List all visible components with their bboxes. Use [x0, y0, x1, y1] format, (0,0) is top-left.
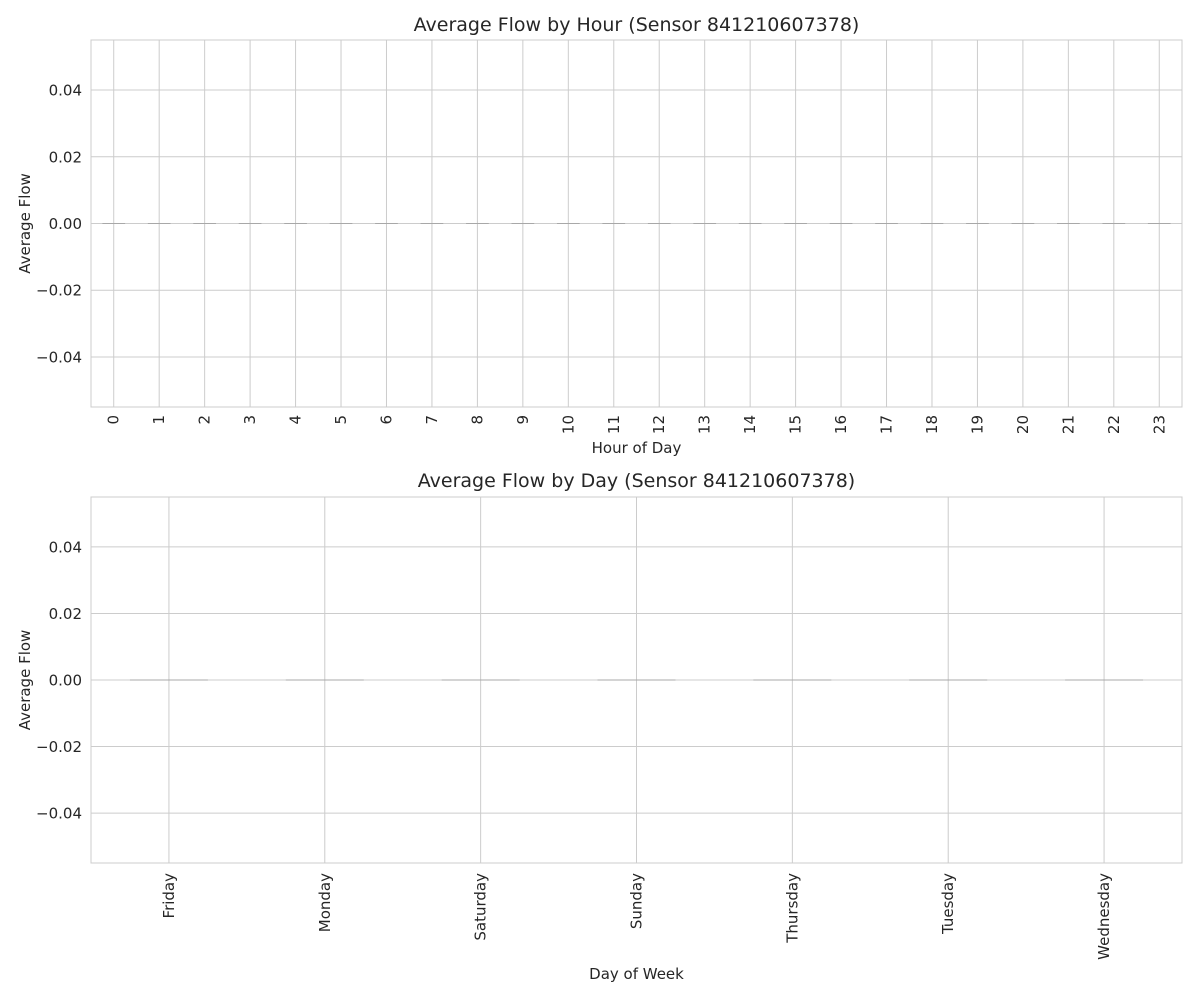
hourly-bar-5 — [329, 223, 353, 224]
hourly-x-tick-label: 11 — [605, 415, 623, 434]
hourly-chart-title: Average Flow by Hour (Sensor 84121060737… — [414, 14, 860, 36]
hourly-x-tick-label: 18 — [923, 415, 941, 434]
hourly-bar-22 — [1102, 223, 1126, 224]
hourly-x-tick-label: 14 — [741, 415, 759, 434]
hourly-y-ticks: −0.04 −0.02 0.00 0.02 0.04 — [36, 82, 82, 367]
hourly-bar-13 — [693, 223, 717, 224]
hourly-bar-16 — [829, 223, 853, 224]
hourly-x-tick-label: 7 — [423, 415, 441, 425]
hourly-bar-10 — [556, 223, 580, 224]
daily-bar-friday — [129, 679, 208, 681]
hourly-y-tick-label: 0.02 — [49, 148, 82, 166]
hourly-y-tick-label: 0.04 — [49, 82, 82, 100]
daily-y-tick-label: 0.04 — [49, 538, 82, 556]
hourly-bar-3 — [238, 223, 262, 224]
hourly-x-tick-label: 6 — [377, 415, 395, 425]
daily-y-tick-label: −0.04 — [36, 805, 82, 823]
hourly-x-tick-label: 23 — [1150, 415, 1168, 434]
daily-x-tick-label: Tuesday — [939, 873, 957, 935]
hourly-x-tick-label: 9 — [514, 415, 532, 425]
hourly-x-tick-label: 15 — [787, 415, 805, 434]
hourly-x-tick-label: 0 — [105, 415, 123, 425]
daily-x-tick-label: Sunday — [628, 873, 646, 929]
daily-y-ticks: −0.04 −0.02 0.00 0.02 0.04 — [36, 538, 82, 822]
hourly-bar-8 — [466, 223, 489, 224]
daily-bar-sunday — [597, 679, 676, 681]
daily-x-tick-label: Thursday — [783, 873, 801, 944]
hourly-x-tick-label: 13 — [696, 415, 714, 434]
daily-bar-monday — [285, 679, 364, 681]
daily-x-tick-label: Friday — [160, 873, 178, 919]
hourly-flow-chart: −0.04−0.020.000.020.04 0 1 2 3 4 5 6 7 8 9 10 11 12 1… — [16, 14, 1183, 457]
hourly-bar-15 — [784, 223, 807, 224]
hourly-bar-14 — [738, 223, 762, 224]
hourly-bar-21 — [1056, 223, 1080, 224]
daily-bar-tuesday — [909, 679, 988, 681]
daily-bar-thursday — [753, 679, 832, 681]
hourly-bar-11 — [602, 223, 626, 224]
hourly-bar-9 — [511, 223, 535, 224]
hourly-bar-4 — [284, 223, 307, 224]
hourly-y-tick-label: 0.00 — [49, 215, 82, 233]
daily-y-tick-label: 0.00 — [49, 672, 82, 690]
hourly-x-tick-label: 12 — [650, 415, 668, 434]
hourly-x-tick-label: 4 — [287, 415, 305, 425]
hourly-x-tick-label: 16 — [832, 415, 850, 434]
daily-y-tick-label: −0.02 — [36, 738, 82, 756]
daily-bars — [129, 679, 1144, 681]
hourly-bar-0 — [102, 223, 126, 224]
hourly-x-tick-label: 22 — [1105, 415, 1123, 434]
hourly-x-axis-label: Hour of Day — [592, 439, 682, 457]
hourly-x-tick-label: 3 — [241, 415, 259, 425]
daily-flow-chart: −0.04 −0.02 0.00 0.02 0.04 Friday Monday Satur… — [16, 470, 1183, 983]
daily-chart-title: Average Flow by Day (Sensor 841210607378… — [418, 470, 855, 492]
hourly-y-tick-label: −0.02 — [36, 282, 82, 300]
hourly-x-tick-label: 21 — [1059, 415, 1077, 434]
daily-plot-frame — [90, 496, 1183, 864]
hourly-x-tick-label: 20 — [1014, 415, 1032, 434]
daily-x-ticks: Friday Monday Saturday Sunday Thursday Tuesda… — [160, 873, 1113, 960]
hourly-y-tick-label: −0.04 — [36, 348, 82, 366]
hourly-bars — [102, 223, 1171, 224]
hourly-plot-frame — [90, 39, 1183, 408]
hourly-x-tick-label: 8 — [468, 415, 486, 425]
hourly-x-tick-label: 10 — [559, 415, 577, 434]
hourly-bar-6 — [375, 223, 398, 224]
hourly-x-tick-label: 5 — [332, 415, 350, 425]
hourly-bar-2 — [193, 223, 217, 224]
daily-x-tick-label: Saturday — [472, 873, 490, 941]
hourly-bar-18 — [920, 223, 944, 224]
hourly-x-tick-label: 19 — [968, 415, 986, 434]
hourly-bar-20 — [1011, 223, 1035, 224]
daily-bar-saturday — [441, 679, 520, 681]
daily-x-tick-label: Wednesday — [1095, 873, 1113, 960]
hourly-x-tick-label: 17 — [878, 415, 896, 434]
hourly-bar-17 — [875, 223, 898, 224]
daily-x-tick-label: Monday — [316, 873, 334, 932]
daily-bar-wednesday — [1065, 679, 1144, 681]
hourly-bar-12 — [647, 223, 671, 224]
hourly-y-axis-label: Average Flow — [16, 173, 34, 274]
daily-x-axis-label: Day of Week — [589, 965, 684, 983]
hourly-x-tick-label: 1 — [150, 415, 168, 425]
hourly-bar-19 — [966, 223, 989, 224]
hourly-x-ticks: 0 1 2 3 4 5 6 7 8 9 10 11 12 13 14 15 16 17 18 19 20 21 22 23 — [105, 415, 1169, 434]
hourly-x-tick-label: 2 — [196, 415, 214, 425]
hourly-bar-23 — [1147, 223, 1171, 224]
hourly-bar-1 — [147, 223, 171, 224]
daily-y-axis-label: Average Flow — [16, 630, 34, 731]
hourly-bar-7 — [420, 223, 444, 224]
daily-y-tick-label: 0.02 — [49, 605, 82, 623]
